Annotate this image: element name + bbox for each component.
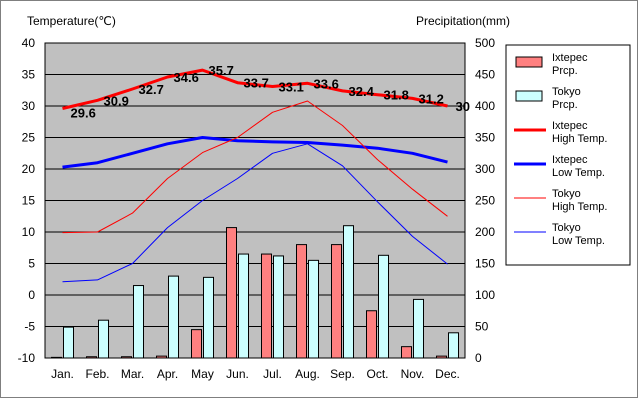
legend-tokyo-low: Tokyo Low Temp.	[514, 222, 605, 247]
tokyo-precip-bar	[448, 332, 459, 359]
right-tick-label: 450	[475, 68, 495, 82]
x-tick-label: Jan.	[51, 367, 74, 381]
right-tick-label: 300	[475, 162, 495, 176]
data-label: 30	[456, 99, 470, 114]
x-tick-label: Aug.	[295, 367, 320, 381]
x-tick-label: Apr.	[157, 367, 178, 381]
data-label: 32.4	[349, 84, 375, 99]
tokyo-precip-bar	[63, 326, 74, 359]
tokyo-precip-bar	[238, 253, 249, 359]
legend-box	[505, 44, 631, 266]
ixtepec-precip-bar	[331, 244, 342, 359]
left-tick-label: 35	[22, 68, 36, 82]
tokyo-precip-bar	[133, 285, 144, 359]
left-tick-label: 30	[22, 99, 36, 113]
plot-border	[44, 42, 466, 359]
right-tick-label: 400	[475, 99, 495, 113]
ixtepec-precip-bar	[296, 244, 307, 359]
tokyo-precip-bar	[168, 275, 179, 359]
ixtepec-high-line	[62, 68, 448, 110]
ixtepec-precip-bar	[366, 310, 377, 359]
left-tick-label: -10	[18, 351, 36, 365]
data-label: 34.6	[174, 70, 199, 85]
data-label: 32.7	[139, 82, 164, 97]
left-tick-label: 0	[28, 288, 35, 302]
ixtepec-precip-bar	[226, 227, 237, 359]
temperature-lines	[62, 68, 448, 283]
left-tick-label: 10	[22, 225, 36, 239]
left-tick-label: -5	[24, 320, 35, 334]
data-label: 31.8	[384, 88, 409, 103]
tokyo-precip-bar	[308, 259, 319, 359]
tokyo-high-line	[62, 100, 448, 234]
legend-label: Tokyo Low Temp.	[552, 222, 605, 247]
tokyo-precip-bar	[273, 255, 284, 359]
tokyo-precip-bar	[203, 276, 214, 359]
tokyo-precip-bar	[378, 254, 389, 359]
right-tick-label: 50	[475, 320, 489, 334]
legend-tokyo-high: Tokyo High Temp.	[514, 188, 607, 213]
x-tick-label: Feb.	[85, 367, 109, 381]
legend-ixtepec-high: Ixtepec High Temp.	[514, 120, 607, 145]
ixtepec-precip-bar	[261, 253, 272, 359]
legend-ixtepec-low: Ixtepec Low Temp.	[514, 154, 605, 179]
x-tick-label: Jul.	[263, 367, 282, 381]
legend-label: Tokyo Prcp.	[552, 86, 581, 111]
data-label: 31.2	[419, 91, 444, 106]
data-label: 33.6	[314, 76, 339, 91]
legend-label: Ixtepec High Temp.	[552, 120, 607, 145]
ixtepec-precip-bar	[401, 346, 412, 359]
right-tick-label: 500	[475, 36, 495, 50]
legend-ixtepec-prcp: Ixtepec Prcp.	[515, 52, 588, 77]
legend-swatch	[515, 90, 543, 102]
legend-tokyo-prcp: Tokyo Prcp.	[515, 86, 581, 111]
left-tick-label: 20	[22, 162, 36, 176]
tokyo-low-line	[62, 143, 448, 283]
ixtepec-low-line	[62, 136, 448, 169]
x-tick-label: Dec.	[435, 367, 460, 381]
x-tick-label: May	[191, 367, 214, 381]
tokyo-precip-bar	[343, 225, 354, 359]
data-label: 35.7	[209, 63, 234, 78]
right-tick-label: 250	[475, 194, 495, 208]
left-tick-label: 5	[28, 257, 35, 271]
data-label: 33.1	[279, 79, 304, 94]
left-tick-label: 15	[22, 194, 36, 208]
x-tick-label: Nov.	[401, 367, 425, 381]
right-axis-title: Precipitation(mm)	[416, 14, 510, 28]
left-axis-title: Temperature(℃)	[27, 14, 116, 28]
ixtepec-precip-bar	[191, 329, 202, 359]
x-tick-label: Jun.	[226, 367, 249, 381]
left-tick-label: 25	[22, 131, 36, 145]
tokyo-precip-bar	[413, 298, 424, 359]
x-tick-label: Sep.	[330, 367, 355, 381]
legend: Ixtepec Prcp. Tokyo Prcp. Ixtepec High Temp. I…	[505, 44, 631, 266]
left-tick-label: 40	[22, 36, 36, 50]
legend-swatch	[515, 56, 543, 68]
right-tick-label: 100	[475, 288, 495, 302]
x-axis-ticks: Jan. Feb. Mar. Apr. May Jun. Jul. Aug. Sep. Oct. N…	[51, 367, 460, 381]
x-tick-label: Oct.	[366, 367, 388, 381]
data-label: 30.9	[104, 93, 129, 108]
data-label: 29.6	[71, 106, 96, 121]
right-tick-label: 0	[475, 351, 482, 365]
right-tick-label: 200	[475, 225, 495, 239]
x-tick-label: Mar.	[121, 367, 144, 381]
gridlines	[45, 74, 465, 327]
tokyo-precip-bar	[98, 319, 109, 359]
ixtepec-high-data-labels: 29.6 30.9 32.7 34.6 35.7 33.7 33.1 33.6 32.4 31.8…	[71, 63, 470, 120]
legend-label: Tokyo High Temp.	[552, 188, 607, 213]
legend-label: Ixtepec Low Temp.	[552, 154, 605, 179]
data-label: 33.7	[244, 76, 269, 91]
right-tick-label: 150	[475, 257, 495, 271]
legend-label: Ixtepec Prcp.	[552, 52, 588, 77]
right-tick-label: 350	[475, 131, 495, 145]
left-axis-ticks: 40 35 30 25 20 15 10 5 0 -5 -10	[18, 36, 36, 365]
